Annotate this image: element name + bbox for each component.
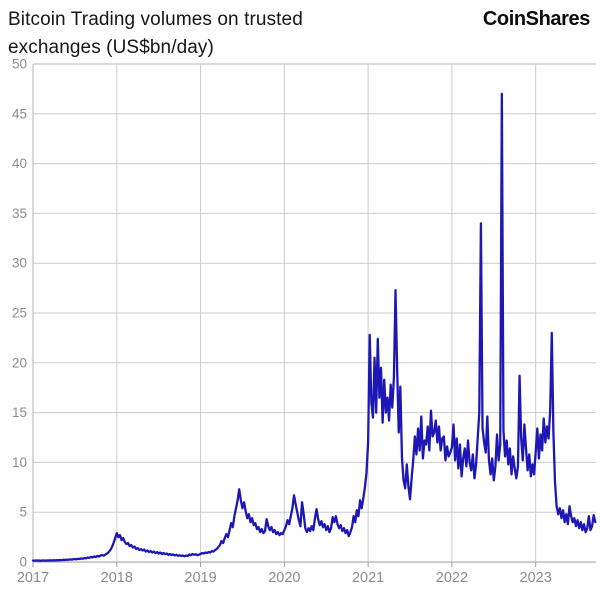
y-tick-label: 35 xyxy=(12,206,27,221)
y-tick-label: 10 xyxy=(12,455,27,470)
coinshares-logo: CoinShares xyxy=(482,8,591,30)
x-tick-label: 2020 xyxy=(268,570,300,586)
page-title-line-2: exchanges (US$bn/day) xyxy=(8,37,214,58)
x-tick-label: 2018 xyxy=(101,570,133,586)
x-tick-label: 2022 xyxy=(436,570,468,586)
y-tick-label: 20 xyxy=(12,355,27,370)
y-tick-label: 25 xyxy=(12,306,27,321)
x-tick-label: 2017 xyxy=(17,570,49,586)
page-title-line-1: Bitcoin Trading volumes on trusted xyxy=(8,9,303,30)
x-tick-label: 2019 xyxy=(184,570,216,586)
chart-header: Bitcoin Trading volumes on trusted excha… xyxy=(0,0,600,62)
y-tick-label: 5 xyxy=(19,505,27,520)
y-tick-label: 50 xyxy=(12,57,27,72)
x-tick-label: 2023 xyxy=(520,570,552,586)
y-tick-label: 40 xyxy=(12,156,27,171)
page-title: Bitcoin Trading volumes on trusted excha… xyxy=(8,6,303,62)
volume-line-series xyxy=(31,92,597,562)
x-tick-label: 2021 xyxy=(352,570,384,586)
y-tick-label: 15 xyxy=(12,405,27,420)
y-tick-label: 45 xyxy=(12,106,27,121)
y-tick-label: 30 xyxy=(12,256,27,271)
y-tick-label: 0 xyxy=(19,555,27,570)
